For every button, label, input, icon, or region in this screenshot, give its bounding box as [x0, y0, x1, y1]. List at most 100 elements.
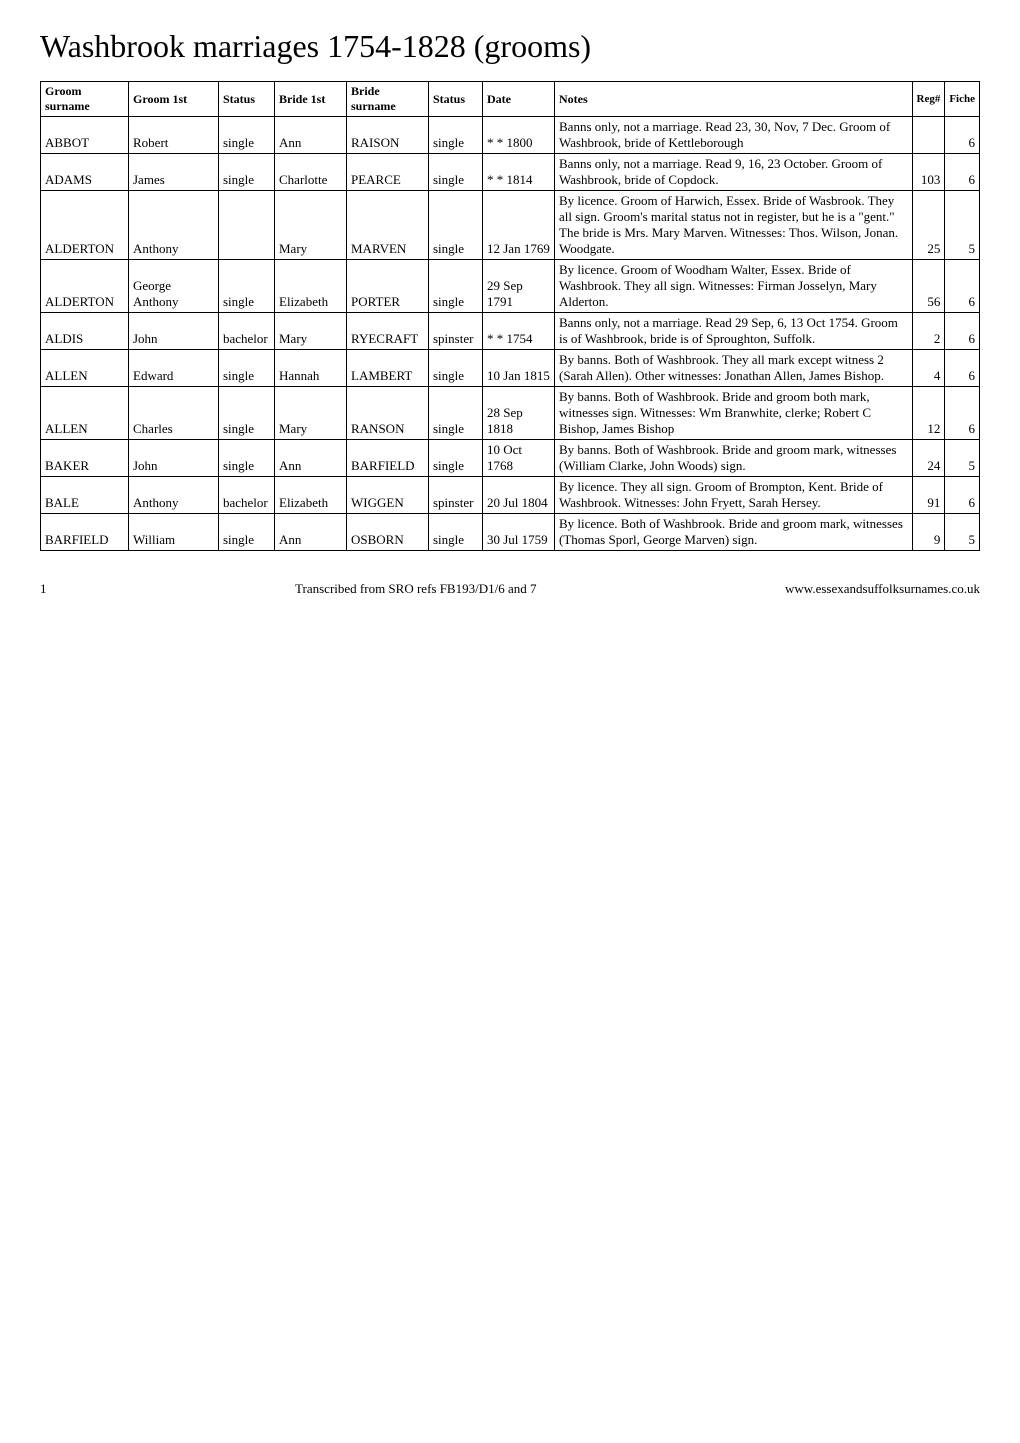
cell-fiche: 6: [945, 117, 980, 154]
cell-status2: single: [429, 154, 483, 191]
cell-bride_1st: Mary: [275, 191, 347, 260]
cell-bride_1st: Elizabeth: [275, 260, 347, 313]
cell-reg: 2: [912, 313, 945, 350]
page-title: Washbrook marriages 1754-1828 (grooms): [40, 28, 980, 65]
cell-date: 10 Oct 1768: [483, 440, 555, 477]
cell-status2: spinster: [429, 477, 483, 514]
cell-date: 29 Sep 1791: [483, 260, 555, 313]
cell-notes: By licence. Groom of Woodham Walter, Ess…: [555, 260, 913, 313]
footer-right-text: www.essexandsuffolksurnames.co.uk: [785, 581, 980, 597]
col-header-groom-surname: Groom surname: [41, 82, 129, 117]
cell-notes: Banns only, not a marriage. Read 9, 16, …: [555, 154, 913, 191]
cell-reg: 4: [912, 350, 945, 387]
cell-groom_1st: William: [129, 514, 219, 551]
cell-notes: By licence. Groom of Harwich, Essex. Bri…: [555, 191, 913, 260]
table-body: ABBOTRobertsingleAnnRAISONsingle* * 1800…: [41, 117, 980, 551]
cell-bride_1st: Ann: [275, 440, 347, 477]
cell-notes: Banns only, not a marriage. Read 23, 30,…: [555, 117, 913, 154]
col-header-bride-surname: Bride surname: [347, 82, 429, 117]
cell-status2: single: [429, 191, 483, 260]
cell-bride_surname: PORTER: [347, 260, 429, 313]
cell-groom_surname: ALDIS: [41, 313, 129, 350]
cell-reg: 12: [912, 387, 945, 440]
cell-status2: single: [429, 440, 483, 477]
cell-reg: 24: [912, 440, 945, 477]
cell-bride_surname: OSBORN: [347, 514, 429, 551]
cell-date: * * 1800: [483, 117, 555, 154]
cell-groom_surname: BALE: [41, 477, 129, 514]
cell-status1: bachelor: [219, 313, 275, 350]
table-row: BAKERJohnsingleAnnBARFIELDsingle10 Oct 1…: [41, 440, 980, 477]
cell-date: 30 Jul 1759: [483, 514, 555, 551]
cell-notes: By licence. They all sign. Groom of Brom…: [555, 477, 913, 514]
cell-fiche: 6: [945, 387, 980, 440]
col-header-notes: Notes: [555, 82, 913, 117]
table-row: ABBOTRobertsingleAnnRAISONsingle* * 1800…: [41, 117, 980, 154]
cell-groom_surname: ALLEN: [41, 387, 129, 440]
cell-bride_1st: Ann: [275, 117, 347, 154]
cell-bride_surname: RANSON: [347, 387, 429, 440]
cell-fiche: 5: [945, 440, 980, 477]
cell-reg: 103: [912, 154, 945, 191]
cell-notes: By licence. Both of Washbrook. Bride and…: [555, 514, 913, 551]
cell-status2: single: [429, 387, 483, 440]
cell-bride_surname: WIGGEN: [347, 477, 429, 514]
col-header-status1: Status: [219, 82, 275, 117]
cell-bride_surname: RYECRAFT: [347, 313, 429, 350]
table-row: ADAMSJamessingleCharlottePEARCEsingle* *…: [41, 154, 980, 191]
cell-notes: By banns. Both of Washbrook. They all ma…: [555, 350, 913, 387]
cell-date: 28 Sep 1818: [483, 387, 555, 440]
cell-date: 20 Jul 1804: [483, 477, 555, 514]
cell-groom_1st: Anthony: [129, 477, 219, 514]
cell-groom_surname: ALLEN: [41, 350, 129, 387]
cell-bride_surname: MARVEN: [347, 191, 429, 260]
cell-bride_surname: RAISON: [347, 117, 429, 154]
marriages-table: Groom surname Groom 1st Status Bride 1st…: [40, 81, 980, 551]
cell-fiche: 6: [945, 313, 980, 350]
table-row: ALDERTONGeorge AnthonysingleElizabethPOR…: [41, 260, 980, 313]
cell-reg: 25: [912, 191, 945, 260]
cell-status1: single: [219, 154, 275, 191]
col-header-bride-1st: Bride 1st: [275, 82, 347, 117]
cell-groom_1st: John: [129, 440, 219, 477]
col-header-reg: Reg#: [912, 82, 945, 117]
cell-groom_1st: Edward: [129, 350, 219, 387]
col-header-fiche: Fiche: [945, 82, 980, 117]
cell-notes: By banns. Both of Washbrook. Bride and g…: [555, 440, 913, 477]
cell-notes: By banns. Both of Washbrook. Bride and g…: [555, 387, 913, 440]
cell-notes: Banns only, not a marriage. Read 29 Sep,…: [555, 313, 913, 350]
cell-status1: single: [219, 117, 275, 154]
cell-groom_surname: BARFIELD: [41, 514, 129, 551]
table-row: ALDISJohnbachelorMaryRYECRAFTspinster* *…: [41, 313, 980, 350]
cell-groom_surname: ALDERTON: [41, 191, 129, 260]
col-header-date: Date: [483, 82, 555, 117]
cell-status1: single: [219, 514, 275, 551]
cell-groom_1st: George Anthony: [129, 260, 219, 313]
cell-bride_1st: Hannah: [275, 350, 347, 387]
cell-fiche: 6: [945, 154, 980, 191]
cell-status1: single: [219, 260, 275, 313]
cell-groom_1st: John: [129, 313, 219, 350]
cell-status2: single: [429, 117, 483, 154]
col-header-status2: Status: [429, 82, 483, 117]
cell-groom_1st: James: [129, 154, 219, 191]
footer-page-number: 1: [40, 581, 47, 597]
table-row: BALEAnthonybachelorElizabethWIGGENspinst…: [41, 477, 980, 514]
cell-status1: single: [219, 350, 275, 387]
cell-status1: single: [219, 387, 275, 440]
cell-status2: single: [429, 350, 483, 387]
cell-reg: 9: [912, 514, 945, 551]
cell-groom_surname: BAKER: [41, 440, 129, 477]
cell-groom_1st: Robert: [129, 117, 219, 154]
cell-groom_surname: ALDERTON: [41, 260, 129, 313]
cell-status2: single: [429, 514, 483, 551]
cell-groom_1st: Charles: [129, 387, 219, 440]
cell-status2: single: [429, 260, 483, 313]
cell-bride_1st: Mary: [275, 387, 347, 440]
table-row: ALLENEdwardsingleHannahLAMBERTsingle10 J…: [41, 350, 980, 387]
cell-status2: spinster: [429, 313, 483, 350]
cell-bride_1st: Mary: [275, 313, 347, 350]
cell-reg: 56: [912, 260, 945, 313]
table-row: ALDERTONAnthonyMaryMARVENsingle12 Jan 17…: [41, 191, 980, 260]
cell-date: * * 1814: [483, 154, 555, 191]
